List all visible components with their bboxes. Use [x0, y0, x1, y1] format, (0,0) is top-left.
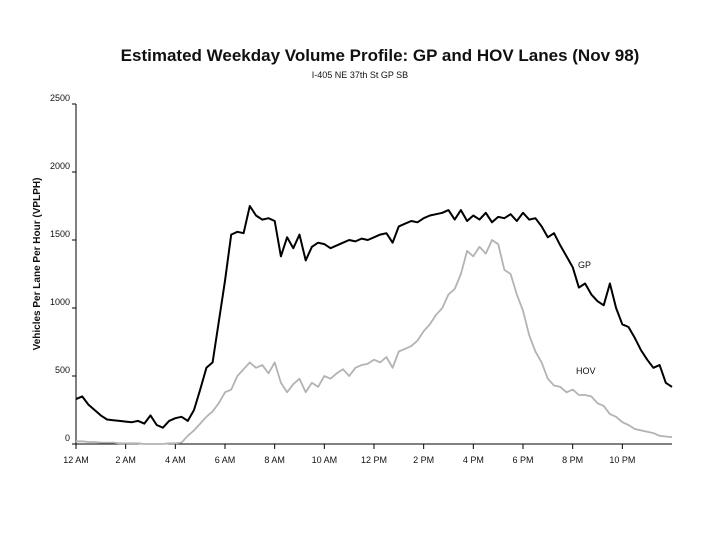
y-tick-label: 1500 [50, 229, 70, 239]
y-axis-title: Vehicles Per Lane Per Hour (VPLPH) [32, 178, 43, 351]
y-tick-label: 0 [65, 433, 70, 443]
x-tick-label: 6 PM [512, 455, 533, 465]
x-tick-label: 4 PM [463, 455, 484, 465]
x-tick-label: 6 AM [215, 455, 236, 465]
x-tick-label: 2 PM [413, 455, 434, 465]
x-tick-label: 4 AM [165, 455, 186, 465]
x-tick-label: 12 PM [361, 455, 387, 465]
x-tick-label: 8 PM [562, 455, 583, 465]
chart-subtitle: I-405 NE 37th St GP SB [311, 70, 409, 80]
series-label-hov: HOV [576, 366, 596, 376]
series-label-gp: GP [578, 260, 591, 270]
series-line-hov [76, 239, 673, 445]
y-tick-label: 500 [55, 365, 70, 375]
y-tick-label: 1000 [50, 297, 70, 307]
y-tick-label: 2000 [50, 161, 70, 171]
y-tick-label: 2500 [50, 93, 70, 103]
x-tick-label: 10 PM [609, 455, 635, 465]
x-tick-label: 12 AM [63, 455, 89, 465]
x-tick-label: 2 AM [115, 455, 136, 465]
x-tick-label: 10 AM [312, 455, 338, 465]
x-tick-label: 8 AM [264, 455, 285, 465]
series-line-gp [75, 205, 673, 429]
chart-title: Estimated Weekday Volume Profile: GP and… [120, 46, 640, 65]
